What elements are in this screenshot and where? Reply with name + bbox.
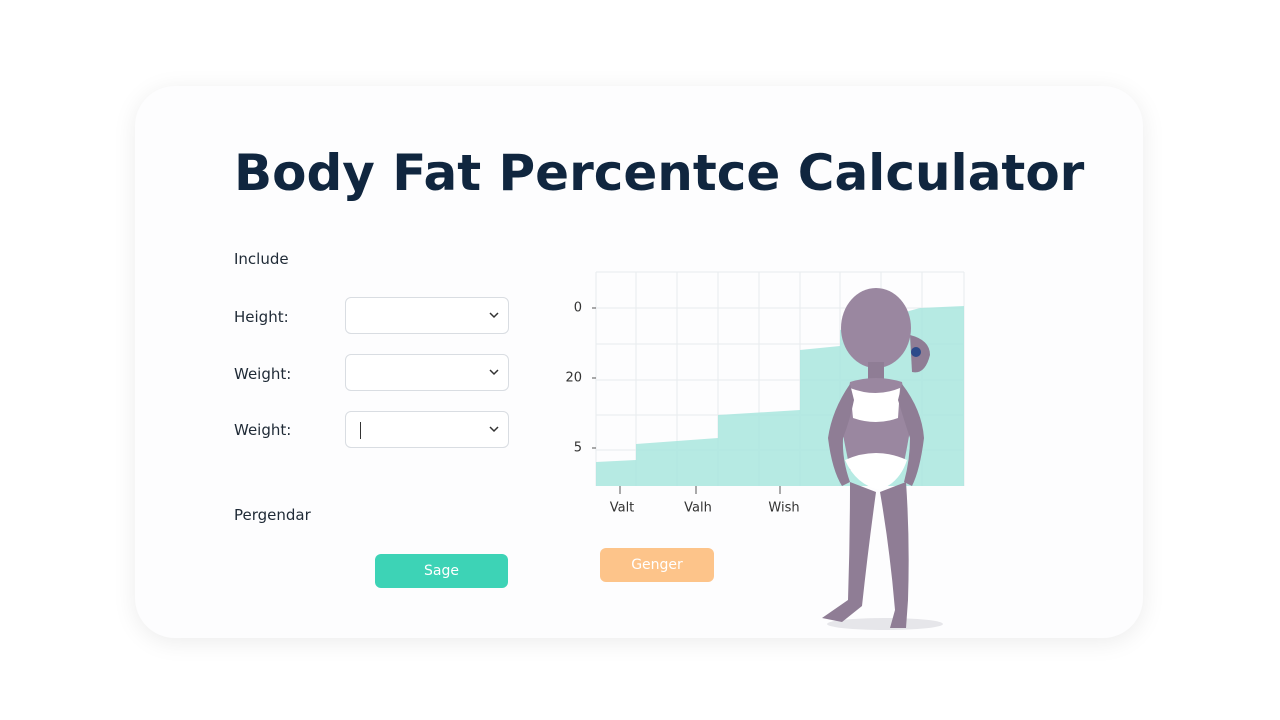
primary-button[interactable]: Sage [375, 554, 508, 588]
chart-illustration: 0 20 5 Valt Valh Wish [565, 271, 965, 630]
field-label: Weight: [234, 365, 292, 383]
page-title: Body Fat Percentce Calculator [234, 144, 1085, 202]
field-label: Height: [234, 308, 289, 326]
select[interactable] [345, 297, 509, 334]
body-figure [822, 288, 943, 630]
y-tick-label: 20 [565, 371, 582, 386]
select[interactable] [345, 354, 509, 391]
section-label: Include [234, 250, 289, 268]
x-tick-label: Wish [768, 501, 799, 516]
x-tick-label: Valt [610, 501, 635, 516]
footer-label: Pergendar [234, 506, 311, 524]
chevron [489, 426, 499, 433]
x-tick-label: Valh [684, 501, 712, 516]
y-tick-label: 5 [574, 441, 582, 456]
calculator-card [135, 86, 1143, 638]
caret [360, 422, 361, 439]
chevron [489, 312, 499, 319]
secondary-button[interactable]: Genger [600, 548, 714, 582]
x-axis-ticks [592, 307, 781, 494]
field-label: Weight: [234, 421, 292, 439]
select[interactable] [345, 411, 509, 448]
chevron [489, 369, 499, 376]
y-tick-label: 0 [574, 301, 582, 316]
